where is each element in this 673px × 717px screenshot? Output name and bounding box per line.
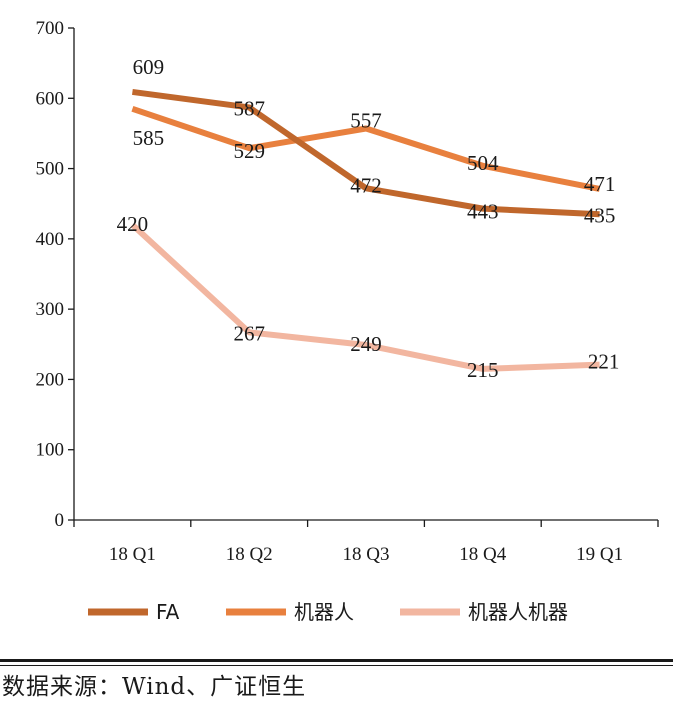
data-label: 557 — [350, 109, 382, 133]
legend-label: 机器人 — [294, 600, 354, 624]
y-tick-label: 400 — [36, 229, 65, 250]
y-tick-label: 600 — [36, 88, 65, 109]
data-label: 587 — [233, 96, 265, 120]
x-tick-label: 19 Q1 — [576, 544, 623, 565]
data-labels: 609 587 472 443 435 585 529 557 504 471 420 267 249 2… — [117, 55, 620, 382]
data-label: 585 — [133, 126, 165, 150]
series-line — [131, 105, 601, 192]
data-label: 215 — [467, 358, 499, 382]
data-label: 529 — [233, 139, 265, 163]
legend: FA 机器人 机器人机器 — [88, 600, 568, 624]
data-label: 221 — [588, 350, 620, 374]
data-label: 471 — [584, 172, 616, 196]
line-chart: 0 100 200 300 400 500 600 700 18 Q1 18 Q2 18 Q3 18 … — [36, 18, 659, 624]
series-line — [132, 88, 600, 218]
series-line — [130, 222, 600, 372]
legend-label: FA — [156, 600, 180, 624]
data-label: 504 — [467, 151, 499, 175]
footer-rule-thick — [0, 659, 673, 662]
y-tick-label: 0 — [55, 510, 65, 531]
y-tick-label: 300 — [36, 299, 65, 320]
y-tick-label: 100 — [36, 440, 65, 461]
legend-label: 机器人机器 — [468, 600, 568, 624]
x-tick-label: 18 Q1 — [109, 544, 156, 565]
data-label: 267 — [233, 321, 265, 345]
footer-rule-thin — [0, 665, 673, 666]
data-label: 249 — [350, 332, 382, 356]
y-tick-label: 500 — [36, 159, 65, 180]
data-label: 443 — [467, 200, 499, 224]
y-tick-label: 700 — [36, 18, 65, 39]
data-label: 609 — [133, 55, 165, 79]
x-tick-label: 18 Q2 — [226, 544, 273, 565]
x-tick-label: 18 Q3 — [343, 544, 390, 565]
x-tick-label: 18 Q4 — [459, 544, 506, 565]
data-label: 435 — [584, 203, 616, 227]
source-note: 数据来源：Wind、广证恒生 — [2, 674, 307, 700]
data-label: 472 — [350, 173, 382, 197]
series-lines — [130, 88, 601, 372]
y-tick-label: 200 — [36, 369, 65, 390]
axes: 0 100 200 300 400 500 600 700 18 Q1 18 Q2 18 Q3 18 … — [36, 18, 659, 565]
data-label: 420 — [117, 212, 149, 236]
